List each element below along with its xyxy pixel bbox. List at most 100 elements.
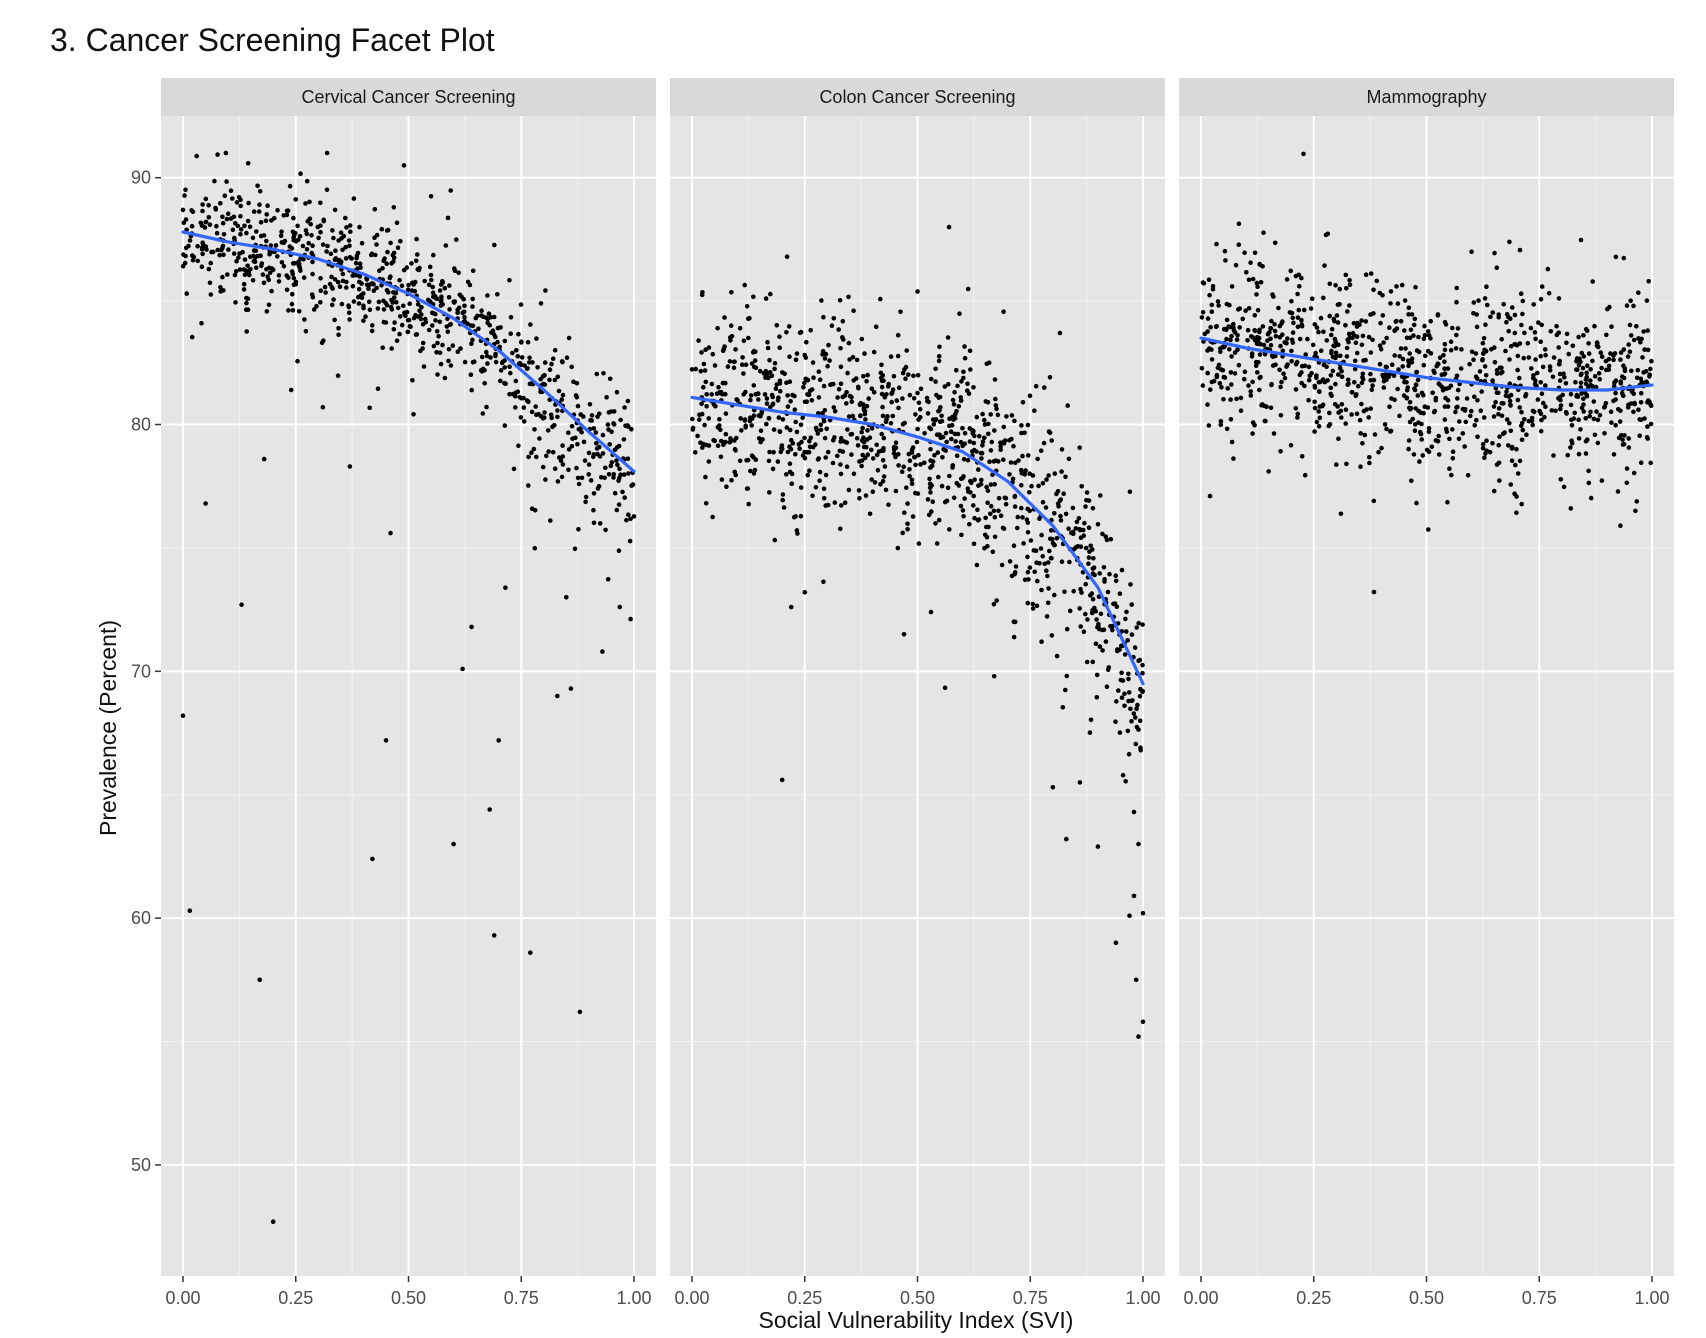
scatter-point [591,454,596,460]
scatter-point [586,462,592,467]
scatter-point [1428,336,1433,341]
scatter-point [426,282,432,288]
scatter-point [1531,302,1536,307]
scatter-point [1358,464,1363,470]
scatter-point [621,437,627,442]
scatter-point [1307,373,1313,379]
scatter-point [724,484,729,490]
scatter-point [1409,478,1414,484]
scatter-point [200,241,206,247]
scatter-point [1388,301,1393,306]
scatter-point [1129,719,1134,724]
scatter-point [626,424,631,429]
scatter-point [770,466,776,472]
scatter-point [976,467,981,472]
scatter-point [943,430,949,436]
scatter-point [482,381,488,386]
scatter-point [353,260,359,266]
scatter-point [1029,483,1034,489]
scatter-point [1327,422,1333,427]
scatter-point [743,389,748,395]
scatter-point [774,382,780,387]
scatter-point [357,224,362,230]
scatter-point [615,462,620,468]
scatter-point [898,309,903,315]
scatter-point [1199,365,1205,371]
scatter-point [1472,394,1477,400]
scatter-point [1333,350,1339,356]
scatter-point [1557,358,1562,364]
scatter-point [804,399,809,405]
scatter-point [798,513,804,519]
scatter-point [787,354,792,360]
scatter-point [576,481,582,487]
scatter-point [1075,544,1081,549]
scatter-point [1581,409,1586,414]
scatter-point [295,223,300,229]
scatter-point [374,285,379,291]
scatter-point [1413,382,1419,388]
scatter-point [380,345,386,351]
scatter-point [462,359,468,365]
scatter-point [1414,500,1419,506]
scatter-point [428,272,434,278]
scatter-point [1098,493,1103,498]
scatter-point [700,441,706,447]
scatter-point [943,448,948,453]
scatter-point-outlier [1113,940,1119,946]
scatter-point [706,416,711,421]
scatter-point [1376,449,1381,455]
scatter-point [1019,483,1024,488]
scatter-point [445,215,451,221]
scatter-point [1019,430,1024,436]
scatter-point [1435,438,1441,444]
scatter-point [1299,275,1304,281]
scatter-point [343,215,348,221]
scatter-point [1597,412,1603,418]
scatter-point [1588,378,1593,383]
scatter-point [1353,393,1359,399]
scatter-point [933,366,938,372]
scatter-point [1052,542,1057,548]
scatter-point [1558,397,1563,403]
scatter-point [1289,348,1294,354]
scatter-point [954,480,960,486]
scatter-point [1280,332,1285,338]
scatter-point [484,404,489,410]
scatter-point [859,429,864,435]
scatter-point [1200,383,1206,388]
scatter-point [1011,634,1017,640]
scatter-point [784,254,790,259]
scatter-point [430,290,436,296]
scatter-point [1213,324,1219,330]
scatter-point [849,399,855,405]
scatter-point [955,431,961,437]
scatter-point [195,258,200,264]
scatter-point [1491,404,1497,409]
scatter-point [1599,354,1605,360]
scatter-point [1059,469,1064,474]
scatter-point [984,534,990,540]
scatter-point [1205,402,1210,407]
scatter-point [314,303,319,309]
scatter-point [1111,601,1116,607]
scatter-point [371,288,377,294]
scatter-point [279,260,285,265]
scatter-point [701,361,707,367]
scatter-point [1514,446,1519,452]
scatter-point [1345,377,1351,383]
scatter-point [1588,409,1593,415]
x-tick-label: 0.75 [504,1288,539,1308]
scatter-point [359,281,364,286]
scatter-point [337,284,343,290]
scatter-point [838,364,844,370]
scatter-point [266,302,272,308]
scatter-point [630,482,636,487]
scatter-point [552,466,558,472]
scatter-point [1562,375,1567,380]
scatter-point [498,378,503,384]
scatter-point [284,287,290,293]
scatter-point [1545,266,1551,272]
scatter-point [181,220,187,225]
scatter-point [797,446,802,452]
